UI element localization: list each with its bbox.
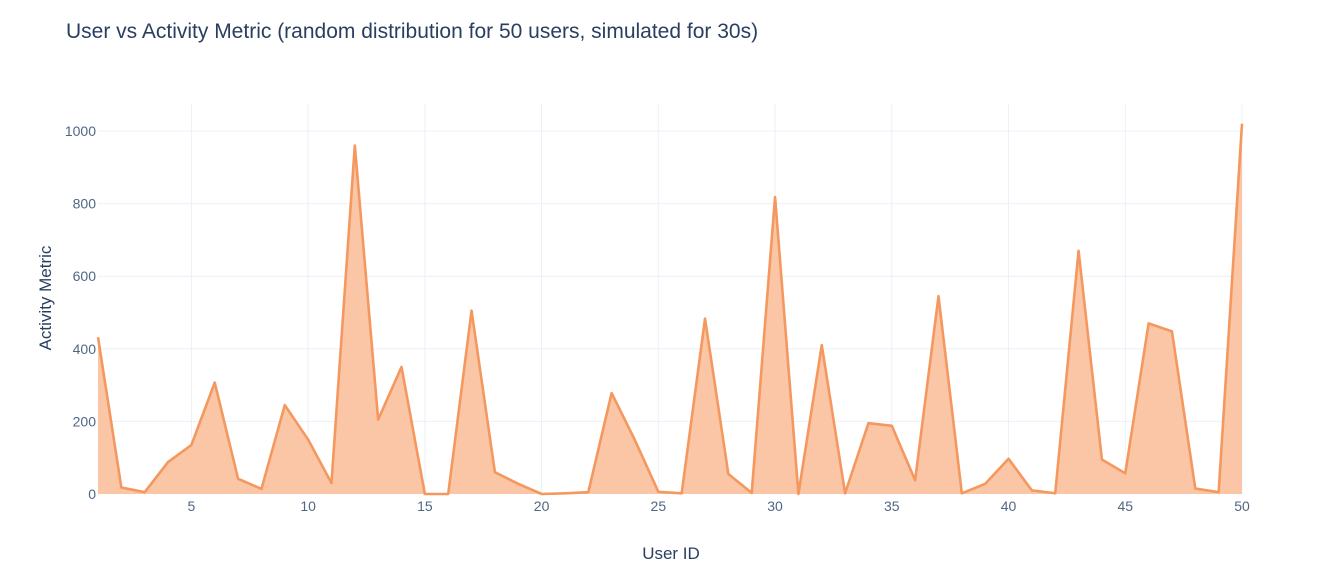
data-point-user-19[interactable]: 19: 28 (514, 480, 522, 488)
data-point-user-25[interactable]: 25: 6 (654, 488, 662, 496)
y-tick-label-600: 600 (73, 268, 97, 284)
x-tick-label-50: 50 (1234, 498, 1250, 514)
data-point-user-18[interactable]: 18: 60 (491, 468, 499, 476)
data-point-user-29[interactable]: 29: 3 (748, 489, 756, 497)
data-point-user-21[interactable]: 21: 2 (561, 489, 569, 497)
data-point-user-36[interactable]: 36: 38 (911, 476, 919, 484)
y-tick-label-200: 200 (73, 413, 97, 429)
data-point-user-9[interactable]: 9: 245 (281, 401, 289, 409)
x-tick-label-45: 45 (1117, 498, 1133, 514)
series-line (96, 123, 1244, 496)
data-point-user-30[interactable]: 30: 818 (771, 193, 779, 201)
data-point-user-24[interactable]: 24: 148 (631, 436, 639, 444)
x-axis-title: User ID (642, 544, 700, 563)
y-axis-title: Activity Metric (36, 245, 55, 350)
y-tick-label-400: 400 (73, 341, 97, 357)
data-point-user-13[interactable]: 13: 205 (374, 416, 382, 424)
series-area-fill (98, 123, 1242, 495)
data-point-user-48[interactable]: 48: 15 (1191, 485, 1199, 493)
data-point-user-4[interactable]: 4: 88 (164, 458, 172, 466)
data-point-user-50[interactable]: 50: 1020 (1238, 120, 1246, 128)
data-point-user-46[interactable]: 46: 470 (1145, 319, 1153, 327)
data-point-user-11[interactable]: 11: 30 (327, 479, 335, 487)
x-tick-label-30: 30 (767, 498, 783, 514)
x-tick-label-35: 35 (884, 498, 900, 514)
data-point-user-33[interactable]: 33: 2 (841, 489, 849, 497)
data-point-user-10[interactable]: 10: 150 (304, 436, 312, 444)
data-point-user-28[interactable]: 28: 55 (724, 470, 732, 478)
data-point-user-14[interactable]: 14: 350 (398, 363, 406, 371)
data-point-user-17[interactable]: 17: 505 (468, 307, 476, 315)
data-point-user-38[interactable]: 38: 2 (958, 489, 966, 497)
data-point-user-44[interactable]: 44: 95 (1098, 456, 1106, 464)
data-point-user-40[interactable]: 40: 97 (1005, 455, 1013, 463)
area-layer (96, 123, 1244, 496)
data-point-user-5[interactable]: 5: 135 (187, 441, 195, 449)
data-point-user-27[interactable]: 27: 483 (701, 315, 709, 323)
data-point-user-47[interactable]: 47: 448 (1168, 327, 1176, 335)
data-point-user-23[interactable]: 23: 278 (608, 389, 616, 397)
data-point-user-41[interactable]: 41: 10 (1028, 486, 1036, 494)
x-tick-label-5: 5 (187, 498, 195, 514)
chart-title: User vs Activity Metric (random distribu… (66, 20, 759, 43)
data-point-user-22[interactable]: 22: 5 (584, 488, 592, 496)
data-point-user-34[interactable]: 34: 195 (864, 419, 872, 427)
data-point-user-32[interactable]: 32: 410 (818, 341, 826, 349)
y-tick-label-0: 0 (88, 486, 96, 502)
data-point-user-42[interactable]: 42: 2 (1051, 489, 1059, 497)
data-point-user-43[interactable]: 43: 670 (1075, 247, 1083, 255)
data-point-user-45[interactable]: 45: 57 (1121, 469, 1129, 477)
tick-layer: 5 10 15 20 25 30 35 40 45 50 0 200 400 600 800 1000 (65, 123, 1250, 514)
data-point-user-31[interactable]: 31: 0 (794, 490, 802, 498)
x-tick-label-10: 10 (300, 498, 316, 514)
data-point-user-12[interactable]: 12: 960 (351, 142, 359, 150)
data-point-user-39[interactable]: 39: 28 (981, 480, 989, 488)
data-point-user-2[interactable]: 2: 18 (117, 483, 125, 491)
data-point-user-7[interactable]: 7: 42 (234, 475, 242, 483)
data-point-user-37[interactable]: 37: 545 (934, 292, 942, 300)
data-point-user-8[interactable]: 8: 14 (257, 485, 265, 493)
x-tick-label-15: 15 (417, 498, 433, 514)
data-point-user-35[interactable]: 35: 188 (888, 422, 896, 430)
data-point-user-3[interactable]: 3: 5 (141, 488, 149, 496)
data-point-user-26[interactable]: 26: 2 (678, 489, 686, 497)
data-point-user-15[interactable]: 15: 0 (421, 490, 429, 498)
data-point-user-16[interactable]: 16: 0 (444, 490, 452, 498)
x-tick-label-25: 25 (651, 498, 667, 514)
x-tick-label-20: 20 (534, 498, 550, 514)
data-point-user-20[interactable]: 20: 0 (538, 490, 546, 498)
data-point-user-6[interactable]: 6: 307 (211, 379, 219, 387)
x-tick-label-40: 40 (1001, 498, 1017, 514)
y-tick-label-1000: 1000 (65, 123, 96, 139)
data-point-user-49[interactable]: 49: 5 (1215, 488, 1223, 496)
y-tick-label-800: 800 (73, 196, 97, 212)
